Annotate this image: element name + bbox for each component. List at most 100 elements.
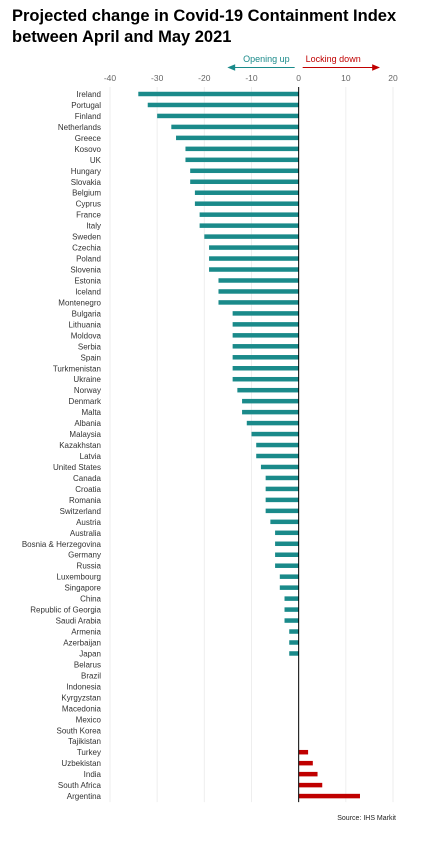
bar [209, 267, 299, 272]
category-label: Uzbekistan [61, 759, 101, 768]
legend-locking-down: Locking down [306, 54, 361, 64]
category-label: Turkey [77, 748, 101, 757]
bar [232, 311, 299, 316]
bar [147, 102, 299, 108]
category-label: Mexico [76, 715, 102, 724]
category-label: Malaysia [69, 430, 101, 439]
category-label: India [84, 770, 102, 779]
bar [246, 420, 299, 426]
bar [275, 552, 299, 557]
legend: Opening up Locking down [227, 54, 380, 71]
category-label: Albania [74, 419, 101, 428]
bar [232, 376, 299, 382]
category-label: UK [90, 156, 102, 165]
bar [209, 245, 299, 250]
bars [138, 91, 360, 799]
bar [190, 168, 299, 174]
bar [289, 651, 299, 656]
bar [185, 157, 299, 163]
bar [275, 563, 299, 568]
category-label: Bulgaria [72, 309, 102, 318]
bar [298, 771, 318, 777]
arrow-right-icon [302, 64, 380, 71]
category-label: South Korea [57, 726, 102, 735]
bar [284, 618, 299, 623]
bar [298, 782, 323, 788]
bar [279, 585, 299, 590]
category-label: China [80, 595, 101, 604]
category-label: Italy [86, 222, 101, 231]
bar [242, 398, 299, 404]
category-label: Malta [81, 408, 101, 417]
category-label: Kazakhstan [59, 441, 101, 450]
bar [298, 760, 313, 766]
source-note: Source: IHS Markit [337, 815, 396, 822]
category-label: Spain [81, 353, 101, 362]
category-label: Finland [75, 112, 101, 121]
bar [232, 355, 299, 360]
bar [171, 124, 299, 130]
bar [185, 146, 299, 152]
category-label: Singapore [65, 584, 102, 593]
bar [199, 223, 299, 228]
bar [256, 453, 299, 459]
category-label: Serbia [78, 342, 102, 351]
category-label: Belgium [72, 189, 101, 198]
category-label: Hungary [71, 167, 101, 176]
category-labels: Ireland Portugal Finland Netherlands Greece K… [22, 90, 102, 801]
category-label: Ukraine [73, 375, 101, 384]
bar [194, 201, 299, 206]
category-label: Belarus [74, 660, 101, 669]
bar [289, 640, 299, 645]
bar [218, 289, 299, 294]
category-label: Portugal [71, 101, 101, 110]
category-label: Slovenia [70, 266, 101, 275]
x-tick-label: -20 [198, 73, 211, 83]
bar [265, 486, 299, 492]
category-label: Austria [76, 518, 101, 527]
bar [157, 113, 299, 119]
bar [218, 278, 299, 283]
category-label: Norway [74, 386, 101, 395]
category-label: Romania [69, 496, 102, 505]
bar [232, 366, 299, 371]
category-label: Ireland [77, 90, 101, 99]
bar [176, 135, 299, 141]
category-label: Sweden [72, 233, 101, 242]
category-label: Lithuania [69, 320, 102, 329]
bar [232, 344, 299, 349]
bar [265, 475, 299, 481]
bar [284, 596, 299, 601]
bar [194, 190, 299, 195]
category-label: Armenia [71, 628, 101, 637]
category-label: Kosovo [74, 145, 101, 154]
bar [209, 256, 299, 261]
bar [298, 749, 309, 755]
category-label: Japan [79, 649, 101, 658]
bar [275, 530, 299, 536]
category-label: France [76, 211, 101, 220]
category-label: Montenegro [58, 298, 101, 307]
bar [289, 629, 299, 634]
x-tick-label: -30 [151, 73, 164, 83]
x-tick-label: -10 [245, 73, 258, 83]
category-label: Slovakia [71, 178, 102, 187]
bar [242, 409, 299, 415]
category-label: Germany [68, 551, 101, 560]
category-label: South Africa [58, 781, 102, 790]
bar [218, 300, 299, 305]
grid-layer [109, 87, 394, 803]
x-axis-ticks: -40 -30 -20 -10 0 10 20 [104, 73, 398, 83]
category-label: Latvia [80, 452, 102, 461]
x-tick-label: 0 [296, 73, 301, 83]
bar [199, 212, 299, 217]
category-label: Republic of Georgia [30, 606, 101, 615]
category-label: Cyprus [76, 200, 101, 209]
arrow-left-icon [227, 64, 295, 71]
category-label: Australia [70, 529, 102, 538]
bar [237, 387, 299, 393]
bar [284, 607, 299, 612]
x-tick-label: 20 [388, 73, 398, 83]
bar [298, 793, 360, 799]
category-label: Tajikistan [68, 737, 101, 746]
